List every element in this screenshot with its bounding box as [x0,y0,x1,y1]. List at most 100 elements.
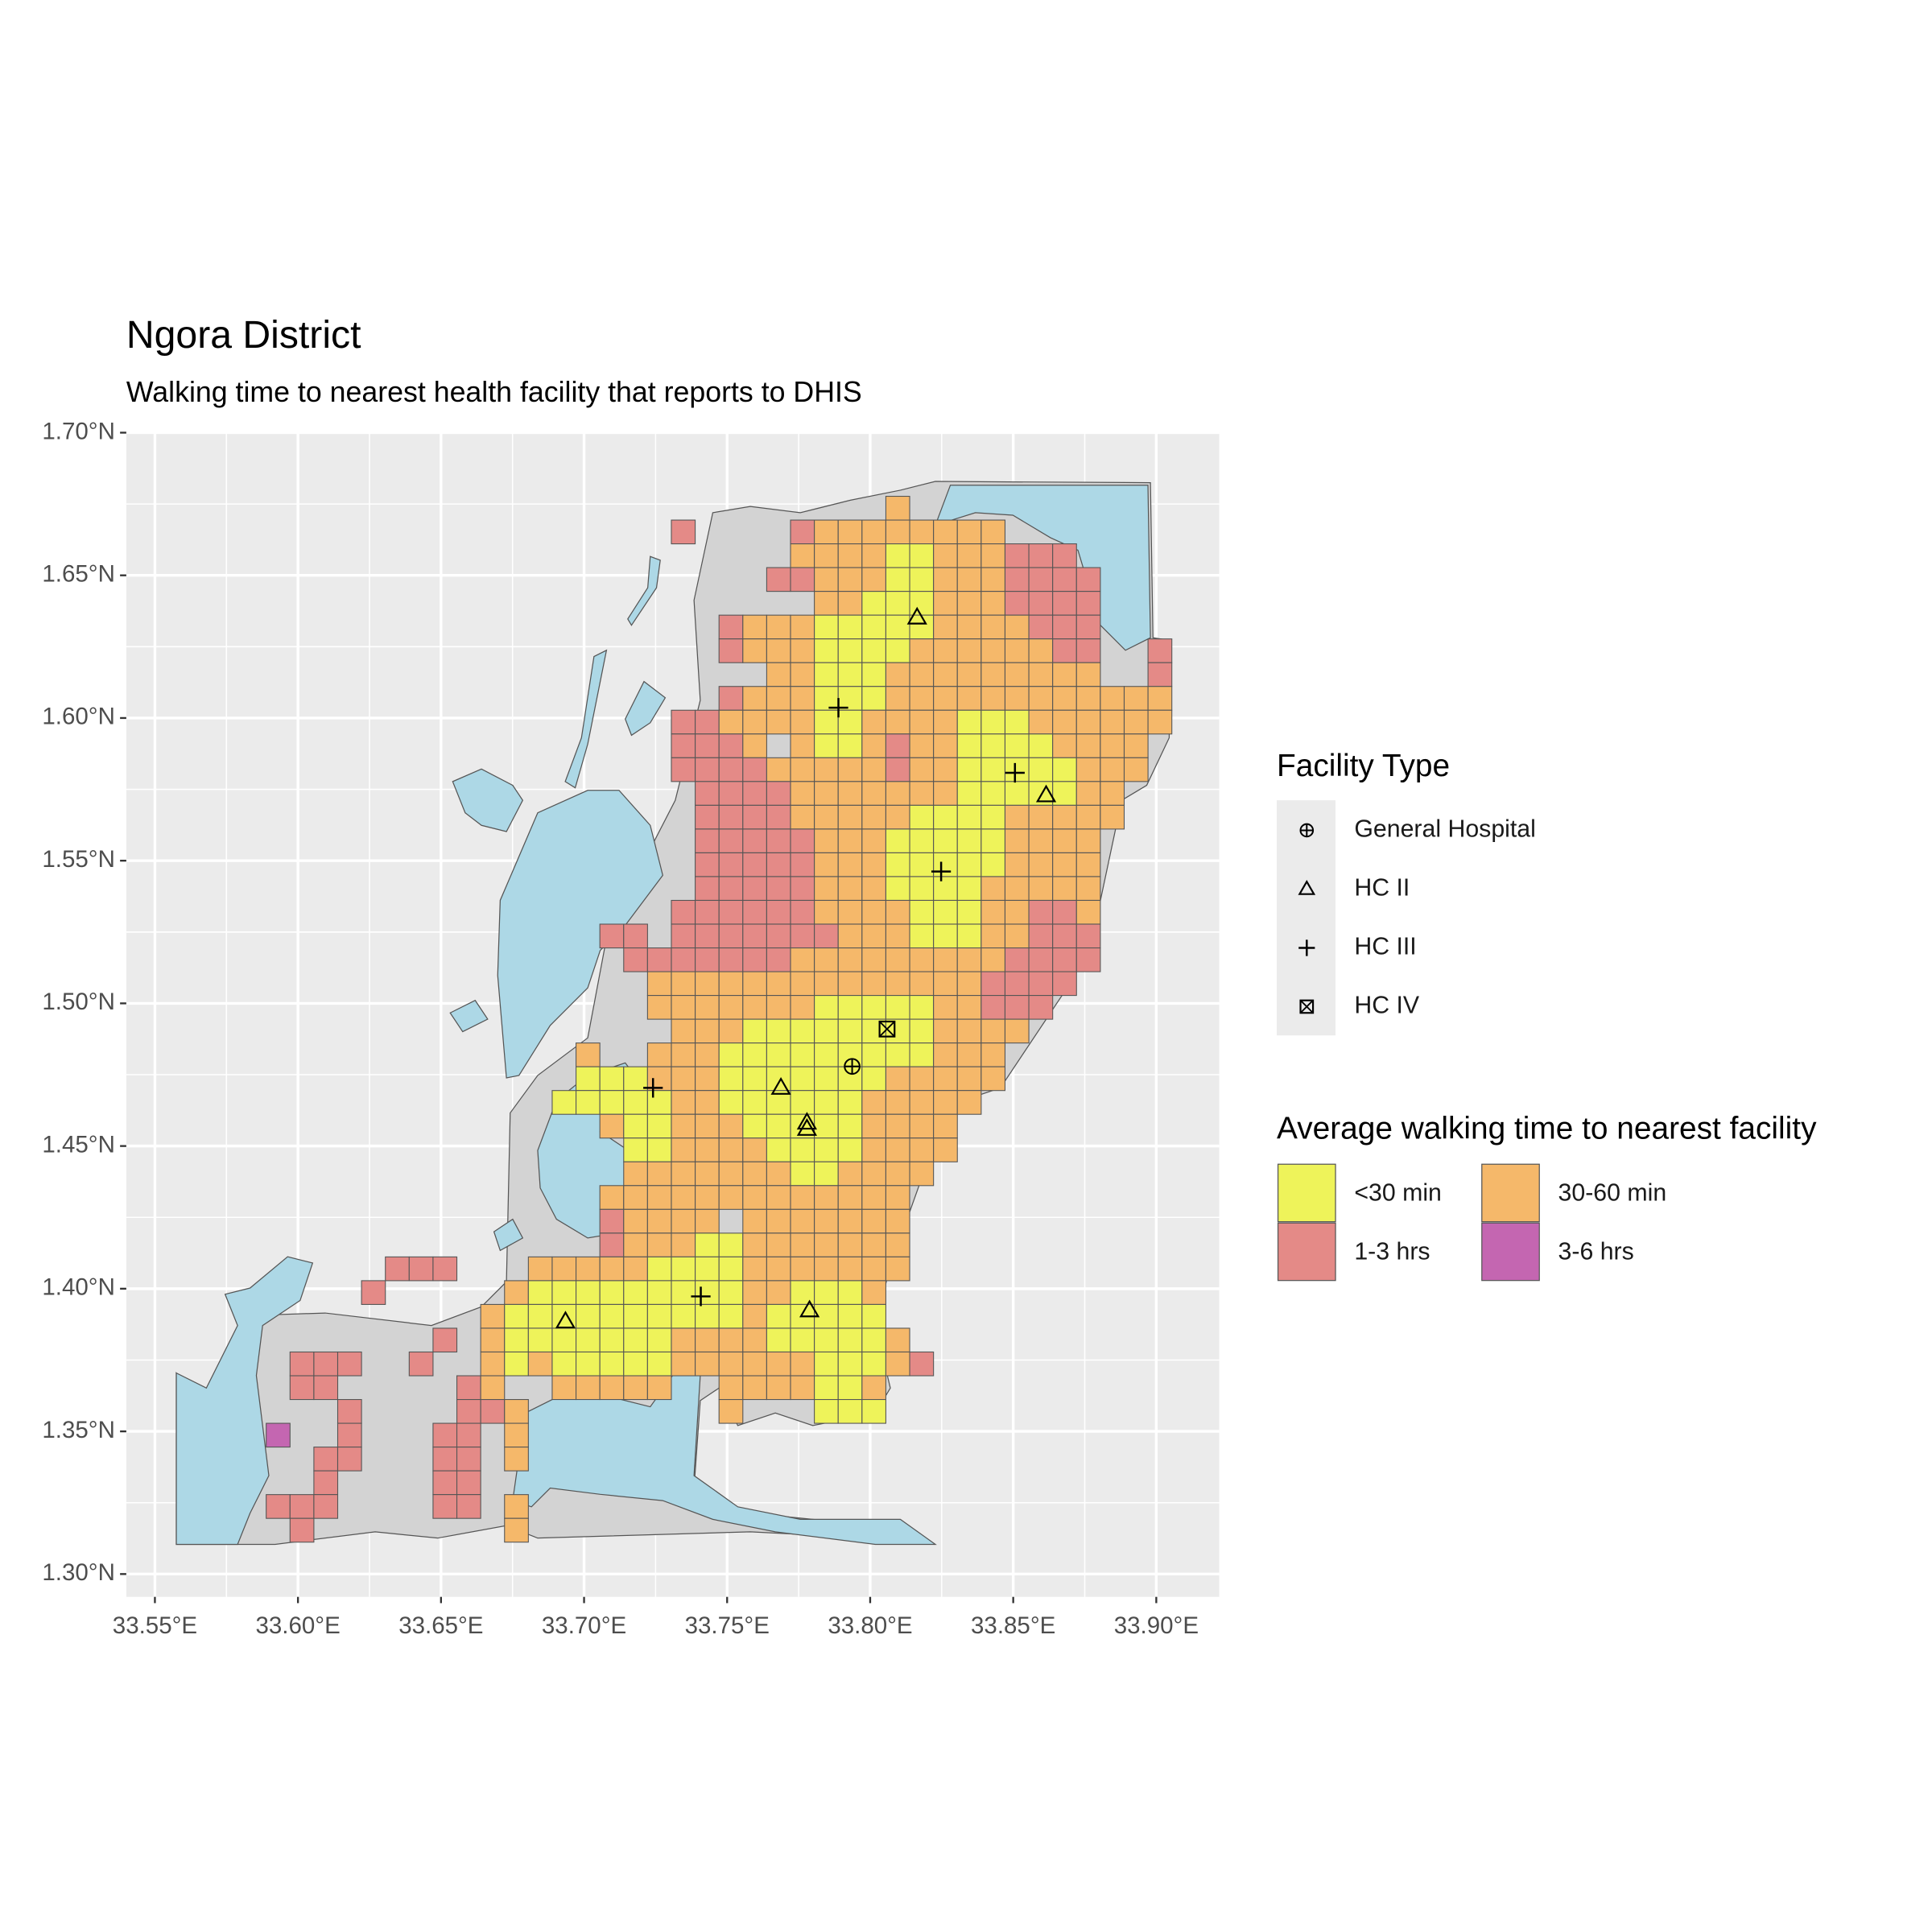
grid-cell [980,781,1006,806]
grid-cell [861,543,886,568]
grid-cell [956,899,982,925]
grid-cell [1100,733,1125,758]
grid-cell [1028,733,1054,758]
grid-cell [861,567,886,592]
grid-cell [527,1327,553,1353]
grid-cell [837,1280,863,1305]
grid-cell [313,1447,339,1472]
grid-cell [599,1303,625,1329]
grid-cell [742,1185,767,1210]
y-tick-label: 1.65°N [42,561,115,588]
grid-cell [766,1208,791,1234]
grid-cell [1075,567,1101,592]
grid-cell [861,733,886,758]
grid-cell [980,899,1006,925]
y-tick-label: 1.55°N [42,846,115,873]
symbol-triangle [555,1311,576,1329]
grid-cell [1004,876,1030,902]
grid-cell [1028,662,1054,687]
grid-cell [861,1351,886,1377]
symbol-x [878,1021,895,1038]
grid-cell [718,1185,744,1210]
grid-cell [933,1113,958,1139]
grid-cell [671,995,696,1020]
grid-cell [1052,971,1077,997]
grid-cell [861,638,886,663]
grid-cell [742,614,767,640]
grid-cell [980,1018,1006,1044]
grid-cell [718,709,744,735]
grid-cell [599,1375,625,1401]
grid-cell [861,852,886,877]
grid-cell [671,1185,696,1210]
grid-cell [718,923,744,949]
grid-cell [933,686,958,711]
grid-cell [480,1327,506,1353]
grid-cell [695,709,720,735]
grid-cell [742,1375,767,1401]
grid-cell [956,828,982,853]
grid-cell [480,1375,506,1401]
grid-cell [742,852,767,877]
grid-cell [527,1256,553,1282]
grid-cell [766,1256,791,1282]
grid-cell [1028,995,1054,1020]
grid-cell [671,709,696,735]
grid-cell [289,1351,315,1377]
grid-cell [646,947,672,972]
grid-cell [885,543,910,568]
grid-cell [814,662,839,687]
grid-cell [837,519,863,545]
grid-cell [576,1256,601,1282]
grid-cell [956,733,982,758]
grid-cell [933,519,958,545]
grid-cell [671,1066,696,1092]
grid-cell [1075,662,1101,687]
grid-cell [1004,543,1030,568]
grid-cell [980,591,1006,616]
grid-cell [790,852,815,877]
grid-cell [671,1042,696,1067]
grid-cell [814,899,839,925]
grid-cell [1052,828,1077,853]
grid-cell [909,1161,935,1187]
grid-cell [646,1042,672,1067]
grid-cell [1004,781,1030,806]
grid-cell [1052,709,1077,735]
grid-cell [837,1208,863,1234]
grid-cell [885,923,910,949]
grid-cell [837,1090,863,1115]
grid-cell [623,1161,648,1187]
grid-cell [1147,686,1173,711]
grid-cell [718,899,744,925]
grid-cell [718,686,744,711]
grid-cell [742,828,767,853]
grid-cell [1100,709,1125,735]
grid-cell [980,876,1006,902]
grid-cell [646,1090,672,1115]
point-layer [555,606,1057,1329]
grid-cell [1052,591,1077,616]
grid-cell [956,804,982,830]
grid-cell [885,733,910,758]
grid-cell [933,543,958,568]
grid-cell [1028,971,1054,997]
grid-cell [837,1327,863,1353]
grid-cell [1052,733,1077,758]
grid-cell [814,733,839,758]
grid-cell [861,828,886,853]
grid-cell [933,709,958,735]
legend-label: General Hospital [1354,815,1536,842]
grid-cell [885,1090,910,1115]
grid-cell [671,1137,696,1162]
grid-cell [766,1303,791,1329]
grid-cell [623,1208,648,1234]
grid-cell [718,828,744,853]
grid-cell [837,638,863,663]
grid-cell [790,1208,815,1234]
grid-cell [814,567,839,592]
grid-cell [742,1327,767,1353]
grid-cell [695,971,720,997]
grid-cell [504,1398,529,1424]
grid-cell [861,1042,886,1067]
